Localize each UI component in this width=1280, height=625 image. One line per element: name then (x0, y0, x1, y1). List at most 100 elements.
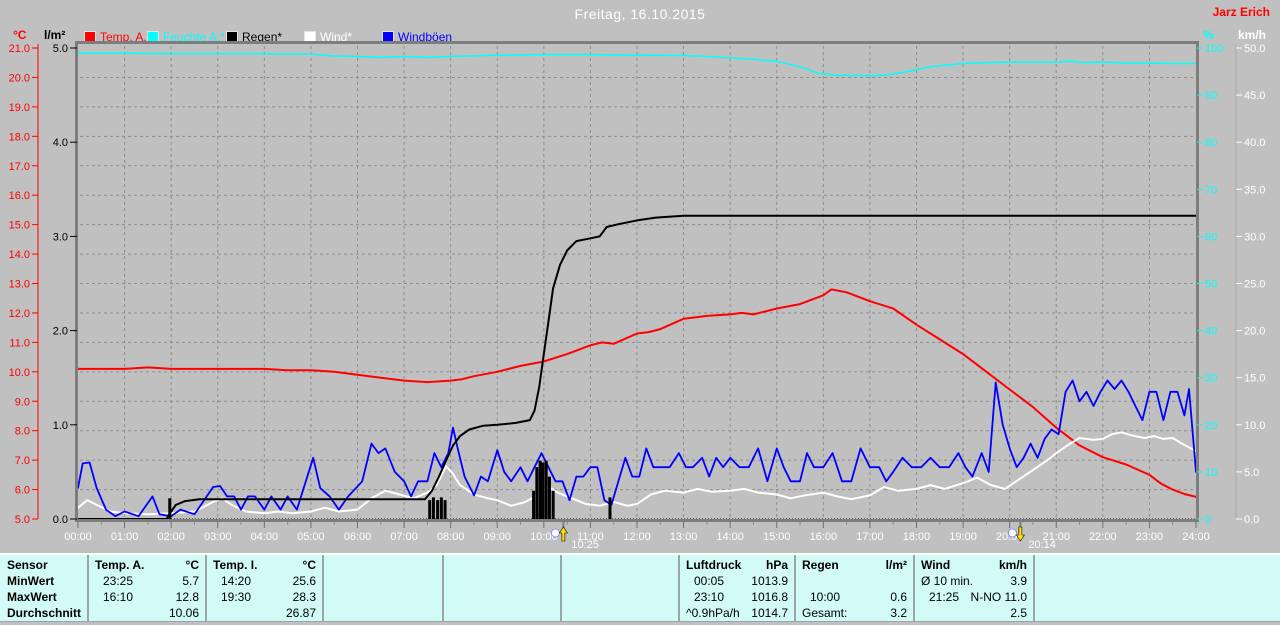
rain-bar (544, 460, 548, 519)
table-header-row: Temp. A. °C (89, 557, 205, 573)
table-cell: 3.2 (890, 606, 907, 620)
table-header-row: Wind km/h (915, 557, 1033, 573)
rain-axis-label: 4.0 (53, 137, 68, 149)
series-feuchtea (77, 52, 1197, 77)
temp-axis-label: 9.0 (15, 396, 30, 408)
arrow-up-icon (558, 526, 568, 542)
temp-axis-label: 5.0 (15, 514, 30, 526)
rain-bar (431, 497, 435, 519)
table-cell: Temp. A. (95, 558, 145, 572)
temp-axis-label: 18.0 (9, 131, 30, 143)
time-axis-label: 22:00 (1089, 531, 1117, 543)
time-axis-label: 05:00 (297, 531, 325, 543)
table-column-separator (678, 555, 680, 621)
wind-axis-label: 10.0 (1244, 420, 1265, 432)
plot-frame (75, 41, 1199, 522)
time-axis-label: 06:00 (344, 531, 372, 543)
table-row: 00:05 1013.9 (680, 573, 794, 589)
humidity-axis-label: 0 (1205, 514, 1211, 526)
table-cell (562, 573, 568, 589)
table-cell: 1016.8 (751, 590, 788, 604)
humidity-axis-unit: % (1203, 28, 1214, 42)
humidity-axis-label: 30 (1205, 373, 1217, 385)
legend-label: Temp. A.* (100, 29, 152, 44)
table-row (562, 605, 678, 621)
time-axis-label: 00:00 (64, 531, 92, 543)
table-column-tempi: Temp. I. °C 14:20 25.6 19:30 28.3 26.87 (207, 555, 322, 621)
temp-axis-label: 17.0 (9, 161, 30, 173)
humidity-axis-label: 40 (1205, 326, 1217, 338)
series-tempa (77, 288, 1197, 498)
table-cell: 26.87 (285, 606, 316, 620)
table-cell: 23:25 (103, 574, 134, 588)
table-column-separator (87, 555, 89, 621)
chart-legend: Temp. A.* Feuchte A.* Regen* Wind* Windböen (0, 30, 1280, 44)
table-cell: N-NO 11.0 (970, 590, 1027, 604)
time-axis-label: 16:00 (810, 531, 838, 543)
wind-axis-label: 40.0 (1244, 137, 1265, 149)
table-cell: 12.8 (175, 590, 199, 604)
table-row (796, 573, 913, 589)
arrow-down-icon (1015, 526, 1025, 542)
table-cell: 10.06 (168, 606, 199, 620)
legend-item-windben: Windböen (382, 30, 452, 44)
table-cell (915, 605, 921, 621)
wind-axis-label: 15.0 (1244, 373, 1265, 385)
table-cell (324, 589, 330, 605)
table-cell: Wind (921, 558, 951, 572)
series-regensumme (77, 214, 1197, 520)
series-windben (77, 379, 1197, 518)
humidity-axis-label: 50 (1205, 279, 1217, 291)
rain-bar (538, 460, 542, 519)
legend-item-tempa: Temp. A.* (84, 29, 152, 44)
table-cell (324, 557, 330, 573)
time-axis-label: 17:00 (856, 531, 884, 543)
temp-axis-label: 14.0 (9, 249, 30, 261)
table-cell (562, 589, 568, 605)
table-column-separator (322, 555, 324, 621)
table-row: Ø 10 min. 3.9 (915, 573, 1033, 589)
table-cell (324, 573, 330, 589)
temp-axis-label: 7.0 (15, 455, 30, 467)
moon-icon (550, 528, 560, 538)
table-cell: Regen (802, 558, 839, 572)
table-cell (324, 605, 330, 621)
temp-axis-label: 8.0 (15, 426, 30, 438)
wind-axis-label: 25.0 (1244, 279, 1265, 291)
legend-swatch (84, 30, 96, 43)
table-column-luftdruck: Luftdruck hPa 00:05 1013.9 23:10 1016.8 ^0.9hP… (680, 555, 794, 621)
legend-label: Regen* (242, 29, 283, 44)
wind-axis-label: 30.0 (1244, 231, 1265, 243)
time-axis-label: 14:00 (716, 531, 744, 543)
table-row: 23:25 5.7 (89, 573, 205, 589)
legend-swatch (226, 30, 238, 43)
temp-axis-label: 21.0 (9, 43, 30, 55)
table-cell: 25.6 (292, 574, 316, 588)
temp-axis-label: 16.0 (9, 190, 30, 202)
legend-swatch (382, 30, 394, 43)
rain-bar (436, 500, 440, 519)
table-cell (89, 605, 95, 621)
table-cell: 0.6 (890, 590, 907, 604)
rain-bar (439, 497, 443, 519)
table-row-label: MaxWert (7, 590, 57, 604)
table-row (562, 589, 678, 605)
table-cell (207, 605, 213, 621)
table-cell (444, 573, 450, 589)
temp-axis-label: 13.0 (9, 279, 30, 291)
rain-bar (532, 490, 536, 519)
rain-axis-label: 2.0 (53, 326, 68, 338)
table-cell (562, 557, 568, 573)
temp-axis-label: 19.0 (9, 102, 30, 114)
time-axis-label: 15:00 (763, 531, 791, 543)
wind-axis-label: 45.0 (1244, 90, 1265, 102)
series-wind (77, 431, 1197, 516)
table-row: 10:00 0.6 (796, 589, 913, 605)
table-row (444, 589, 560, 605)
rain-bar (608, 497, 612, 519)
temp-axis-label: 6.0 (15, 485, 30, 497)
table-header-row (324, 557, 442, 573)
table-cell: 10:00 (810, 590, 841, 604)
rain-bar (168, 498, 172, 519)
